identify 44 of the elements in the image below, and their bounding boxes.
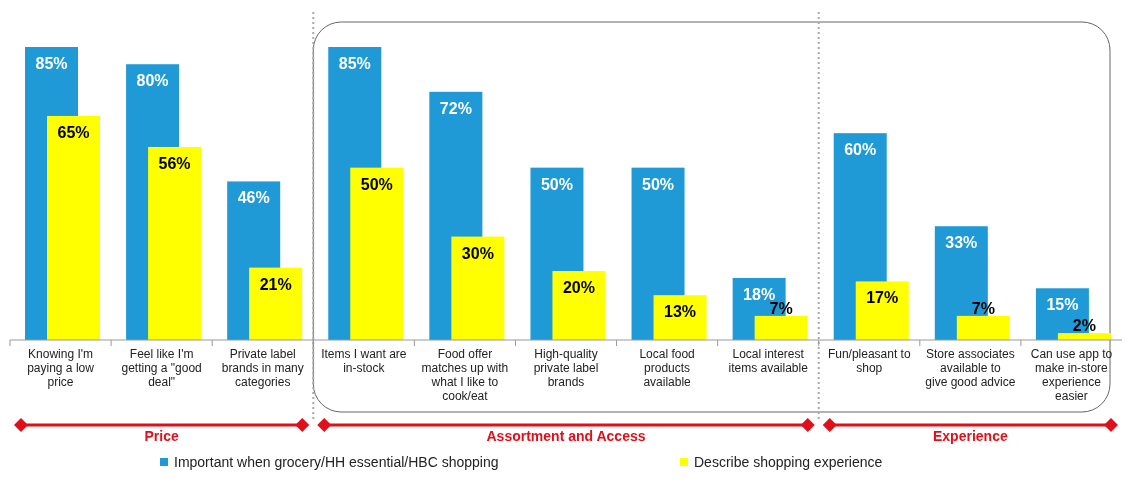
x-tick-label: High-quality private label brands (533, 347, 599, 389)
x-tick-label: Items I want are in-stock (321, 347, 407, 375)
data-label: 50% (642, 175, 675, 193)
bar (249, 267, 303, 340)
data-label: 56% (158, 154, 191, 172)
x-tick-label: Private label brands in many categories (221, 347, 304, 389)
data-label: 13% (664, 303, 697, 321)
legend-label: Important when grocery/HH essential/HBC shopping (174, 454, 499, 470)
data-label: 20% (562, 279, 595, 297)
data-label: 21% (259, 275, 292, 293)
x-tick-label: Can use app to make in-store experience easier (1030, 347, 1113, 403)
x-tick-label: Feel like I'm getting a "good deal" (121, 347, 202, 389)
bar (350, 167, 404, 340)
x-tick-label: Local interest items available (728, 347, 809, 375)
bar (956, 315, 1010, 340)
text: Price (144, 428, 179, 444)
data-label: 15% (1046, 296, 1079, 314)
bar (552, 271, 606, 340)
data-label: 85% (35, 55, 68, 72)
bar (754, 315, 808, 340)
data-label: 80% (136, 72, 169, 90)
data-label: 72% (439, 99, 472, 117)
data-label: 33% (945, 234, 978, 252)
data-label: 30% (461, 244, 494, 262)
data-label: 17% (866, 289, 899, 307)
x-tick-label: Fun/pleasant to shop (827, 347, 911, 375)
data-label: 50% (360, 175, 393, 193)
legend-label: Describe shopping experience (694, 454, 883, 470)
bar (451, 236, 505, 340)
text: Assortment and Access (486, 428, 646, 444)
data-label: 60% (844, 141, 877, 159)
data-label: 50% (540, 175, 573, 193)
data-label: 18% (743, 285, 776, 303)
x-tick-label: Store associates available to give good advice (925, 347, 1016, 389)
data-label: 65% (57, 123, 90, 141)
text: Experience (933, 428, 1008, 444)
data-label: 46% (237, 189, 270, 207)
bar (47, 115, 100, 340)
x-tick-label: Food offer matches up with what I like to cook/eat (421, 347, 509, 403)
bar (855, 281, 909, 340)
x-tick-label: Local food products available (639, 347, 695, 389)
x-tick-label: Knowing I'm paying a low price (27, 347, 95, 389)
bar (148, 146, 202, 340)
data-label: 85% (338, 55, 371, 72)
